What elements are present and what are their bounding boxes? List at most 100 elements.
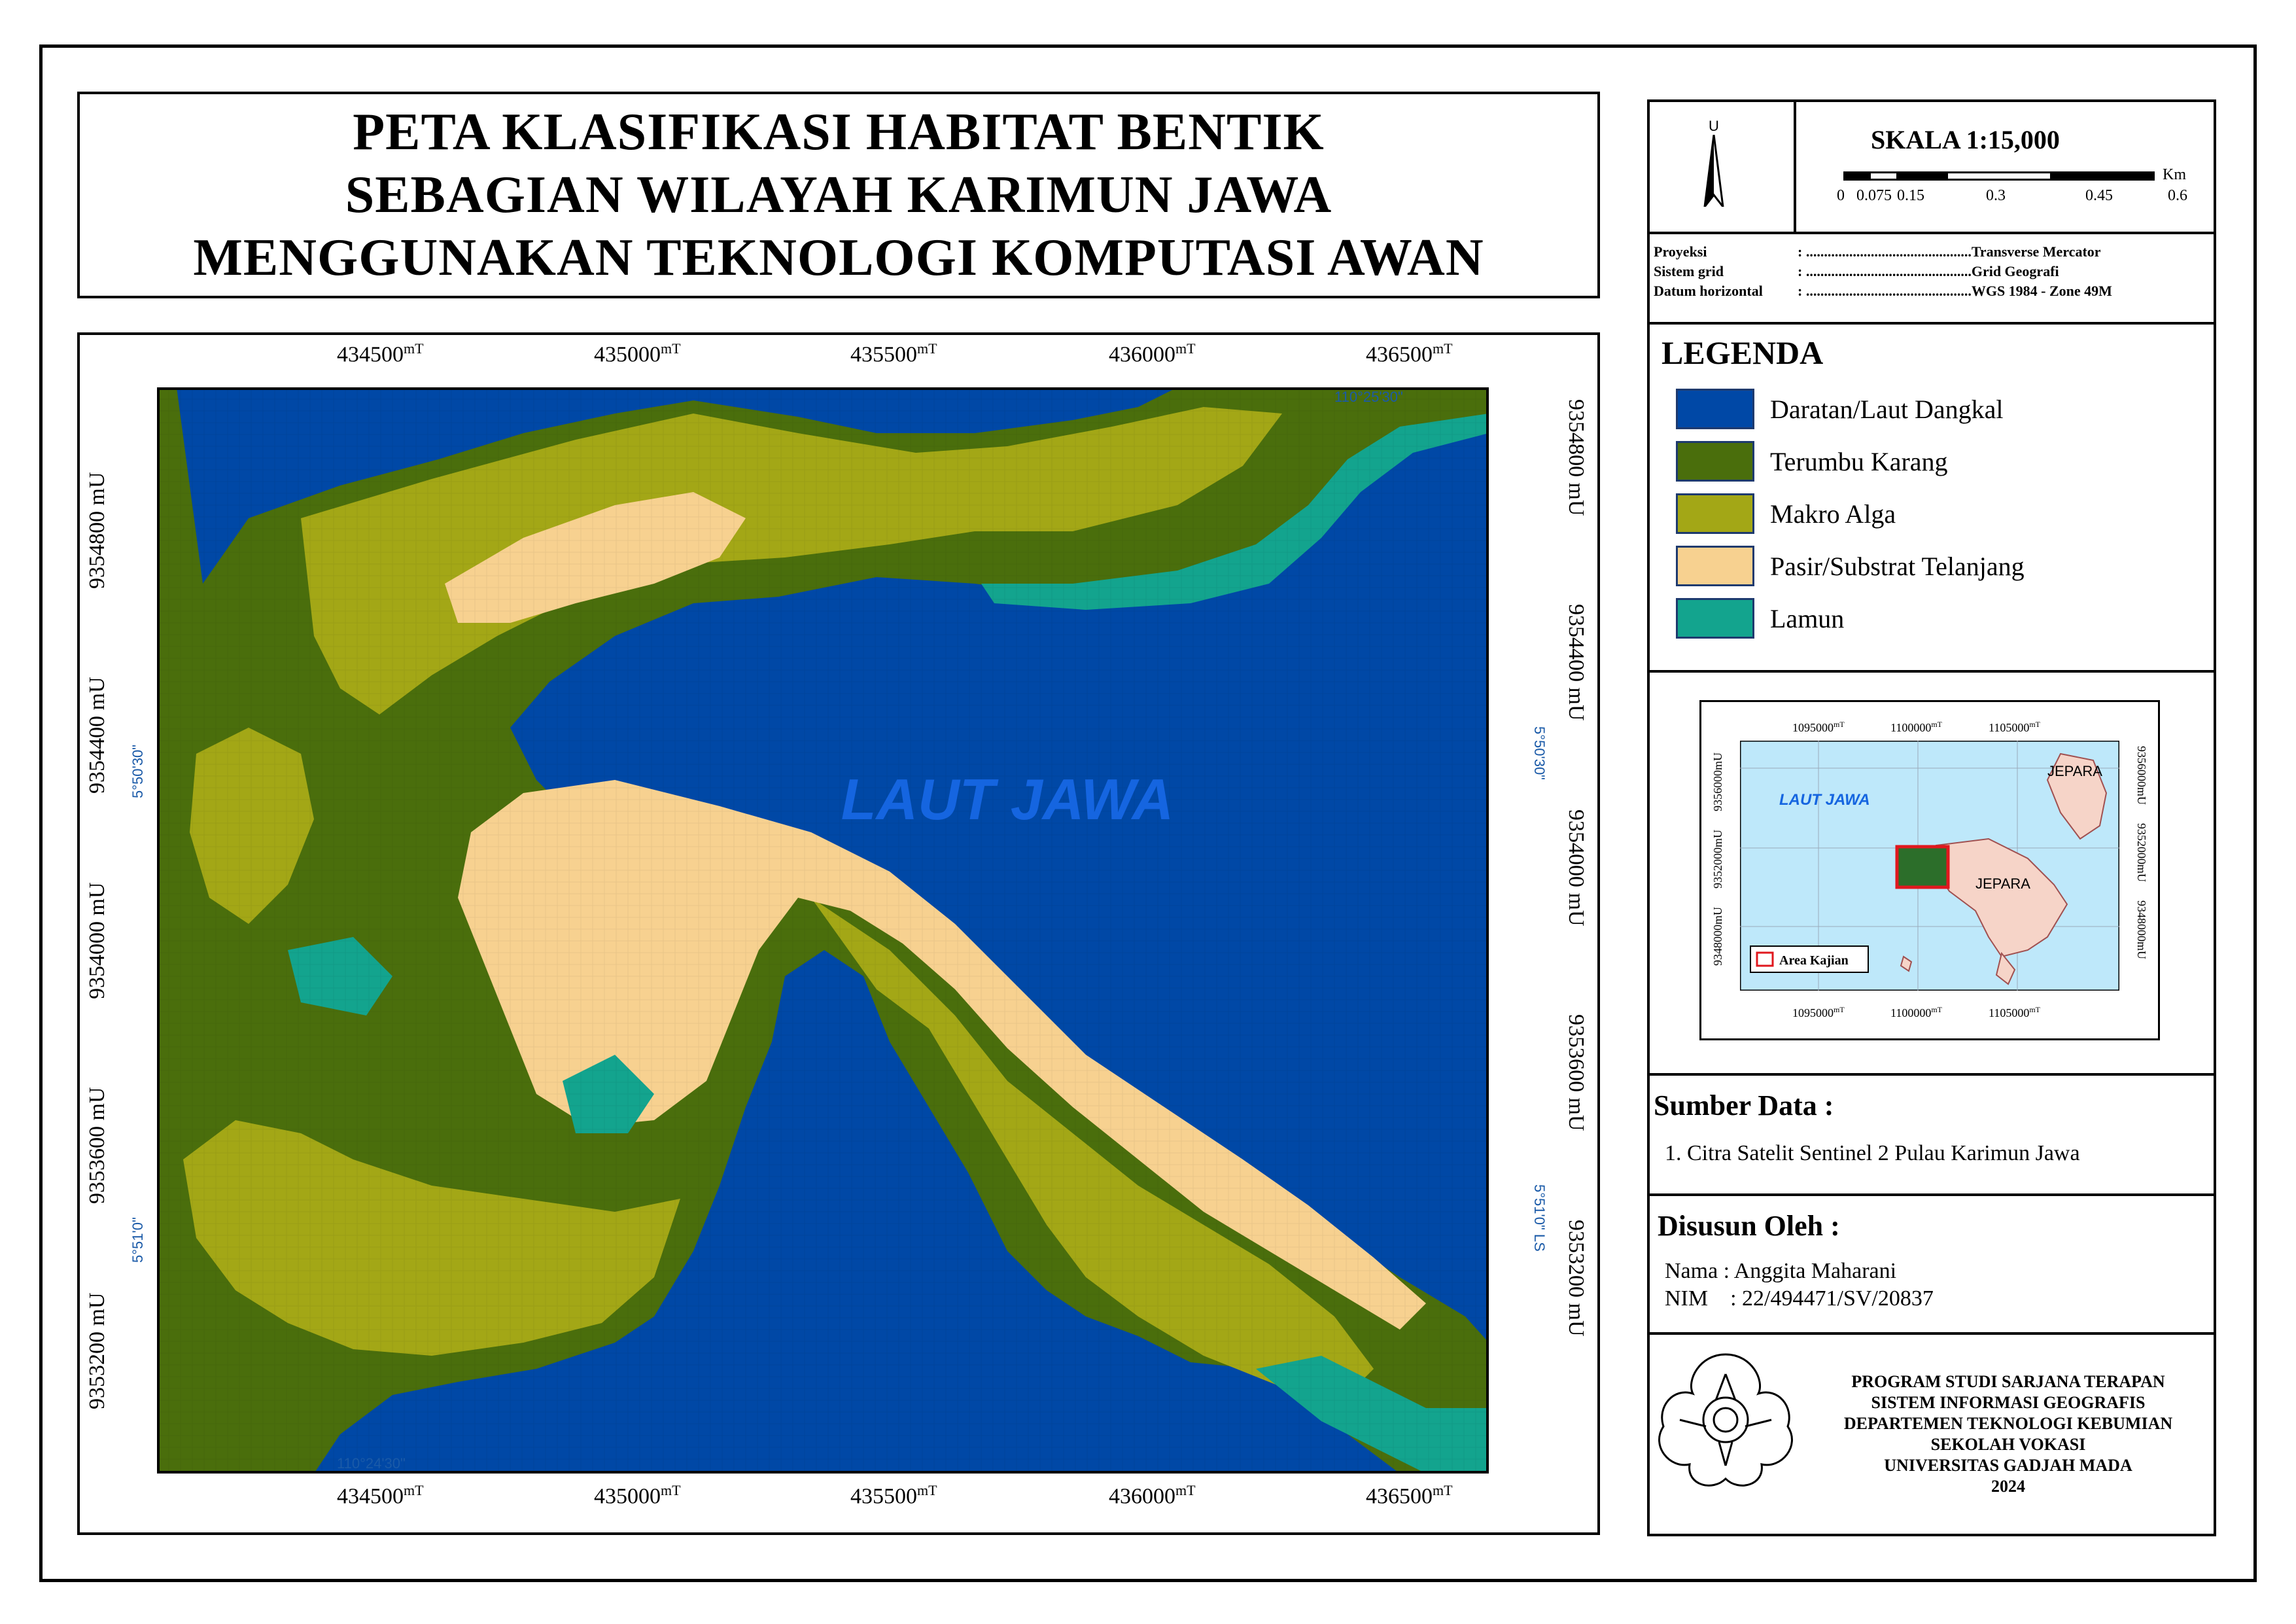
inset-y-tick-left: 9352000mU xyxy=(1711,830,1724,889)
inset-y-tick-right: 9352000mU xyxy=(2135,823,2148,882)
inset-land xyxy=(2046,752,2108,840)
y-tick-right: 9354000 mU xyxy=(1564,809,1588,927)
legend-item: Pasir/Substrat Telanjang xyxy=(1676,546,2025,586)
legend-item: Makro Alga xyxy=(1676,493,1896,534)
sea-label: LAUT JAWA xyxy=(841,767,1174,832)
map-frame xyxy=(39,44,2257,1582)
inset-y-tick-right: 9356000mU xyxy=(2135,746,2148,805)
y-tick-right: 9354400 mU xyxy=(1564,604,1588,721)
scale-tick: 0.3 xyxy=(1986,187,2006,204)
y-tick-left: 9354400 mU xyxy=(85,677,109,794)
inset-y-tick-left: 9356000mU xyxy=(1711,752,1724,811)
ugm-seal-icon xyxy=(1658,1353,1793,1487)
author-name: Nama : Anggita Maharani xyxy=(1665,1259,1897,1283)
y-tick-right: 9353200 mU xyxy=(1564,1220,1588,1337)
inset-y-tick-left: 9348000mU xyxy=(1711,907,1724,966)
x-tick-top: 436500mT xyxy=(1366,340,1453,367)
title-line-2: SEBAGIAN WILAYAH KARIMUN JAWA xyxy=(345,166,1332,224)
y-tick-right: 9353600 mU xyxy=(1564,1014,1588,1131)
inset-place-1: JEPARA xyxy=(2047,763,2102,779)
datum-label: Datum horizontal xyxy=(1654,283,1763,299)
x-tick-bottom: 435500mT xyxy=(850,1482,937,1509)
inset-land xyxy=(1900,955,1913,972)
legend-swatch xyxy=(1676,546,1754,586)
side-panel xyxy=(1647,99,2216,1536)
habitat-map: LAUT JAWA 110°25'30" 110°24'30" xyxy=(157,387,1489,1474)
pixel-grid-overlay xyxy=(157,387,1489,1474)
legend-item: Lamun xyxy=(1676,598,1844,639)
inset-map: LAUT JAWA JEPARA JEPARA Area Kajian xyxy=(1740,741,2119,991)
geo-label-right-lower: 5°51'0" LS xyxy=(1531,1184,1548,1252)
institution-line: PROGRAM STUDI SARJANA TERAPAN xyxy=(1851,1372,2165,1391)
geo-label-left-lower: 5°51'0" xyxy=(130,1217,146,1263)
legend-swatch xyxy=(1676,389,1754,429)
inset-x-tick-bottom: 1095000mT xyxy=(1792,1005,1845,1019)
inset-place-2: JEPARA xyxy=(1975,875,2030,892)
scale-bar xyxy=(1843,171,2155,181)
geo-label-bottom: 110°24'30" xyxy=(337,1455,406,1472)
inset-x-tick-top: 1105000mT xyxy=(1989,720,2041,734)
institution-line: SEKOLAH VOKASI xyxy=(1930,1435,2086,1454)
inset-x-tick-bottom: 1100000mT xyxy=(1890,1005,1943,1019)
study-area-box xyxy=(1895,845,1950,889)
y-tick-left: 9353200 mU xyxy=(85,1292,109,1410)
north-label: U xyxy=(1709,118,1719,134)
institution-line: SISTEM INFORMASI GEOGRAFIS xyxy=(1871,1393,2146,1412)
legend-item: Terumbu Karang xyxy=(1676,441,1948,482)
inset-x-tick-top: 1095000mT xyxy=(1792,720,1845,734)
north-arrow-icon: U xyxy=(1694,118,1733,216)
y-tick-left: 9354000 mU xyxy=(85,882,109,1000)
geo-label-top: 110°25'30" xyxy=(1334,389,1403,405)
scale-tick: 0.15 xyxy=(1897,187,1924,204)
projection-value: Transverse Mercator xyxy=(1971,243,2101,260)
map-neatline xyxy=(157,387,1489,1474)
geo-label-right-upper: 5°50'30" xyxy=(1531,726,1548,780)
inset-x-tick-bottom: 1105000mT xyxy=(1989,1005,2041,1019)
geo-label-left-upper: 5°50'30" xyxy=(130,745,146,798)
inset-sea-label: LAUT JAWA xyxy=(1779,791,1870,809)
legend-item: Daratan/Laut Dangkal xyxy=(1676,389,2004,429)
institution-line: UNIVERSITAS GADJAH MADA xyxy=(1884,1456,2132,1475)
author-title: Disusun Oleh : xyxy=(1658,1210,1840,1242)
main-map-box xyxy=(77,332,1600,1535)
scale-ticks: 0 0.075 0.15 0.3 0.45 0.6 xyxy=(1837,187,2187,207)
datum-value: WGS 1984 - Zone 49M xyxy=(1971,283,2112,299)
title-line-3: MENGGUNAKAN TEKNOLOGI KOMPUTASI AWAN xyxy=(193,229,1484,287)
source-title: Sumber Data : xyxy=(1654,1089,1834,1121)
x-tick-top: 434500mT xyxy=(337,340,424,367)
y-tick-left: 9354800 mU xyxy=(85,472,109,590)
institution-line: 2024 xyxy=(1991,1477,2025,1496)
x-tick-bottom: 435000mT xyxy=(594,1482,681,1509)
legend-swatch xyxy=(1676,493,1754,534)
legend-swatch xyxy=(1676,441,1754,482)
projection-label: Proyeksi xyxy=(1654,243,1707,260)
x-tick-top: 435000mT xyxy=(594,340,681,367)
legend-title: LEGENDA xyxy=(1661,334,1824,371)
x-tick-bottom: 436000mT xyxy=(1109,1482,1196,1509)
x-tick-top: 435500mT xyxy=(850,340,937,367)
scale-unit: Km xyxy=(2163,166,2186,183)
source-item: 1. Citra Satelit Sentinel 2 Pulau Karimu… xyxy=(1665,1141,2080,1165)
title-line-1: PETA KLASIFIKASI HABITAT BENTIK xyxy=(353,103,1325,161)
scale-title: SKALA 1:15,000 xyxy=(1871,125,2060,154)
y-tick-left: 9353600 mU xyxy=(85,1087,109,1205)
inset-legend-swatch xyxy=(1756,951,1774,967)
title-box: PETA KLASIFIKASI HABITAT BENTIK SEBAGIAN… xyxy=(77,92,1600,298)
legend-swatch xyxy=(1676,598,1754,639)
y-tick-right: 9354800 mU xyxy=(1564,399,1588,516)
inset-x-tick-top: 1100000mT xyxy=(1890,720,1943,734)
scale-tick: 0.45 xyxy=(2085,187,2113,204)
x-tick-bottom: 436500mT xyxy=(1366,1482,1453,1509)
inset-land xyxy=(1995,951,2016,985)
x-tick-bottom: 434500mT xyxy=(337,1482,424,1509)
scale-tick: 0.6 xyxy=(2168,187,2187,204)
scale-tick: 0.075 xyxy=(1856,187,1892,204)
institution-line: DEPARTEMEN TEKNOLOGI KEBUMIAN xyxy=(1843,1414,2173,1433)
grid-label: Sistem grid xyxy=(1654,263,1724,279)
inset-map-frame xyxy=(1699,700,2160,1040)
institution-block: PROGRAM STUDI SARJANA TERAPAN SISTEM INF… xyxy=(1805,1371,2211,1497)
x-tick-top: 436000mT xyxy=(1109,340,1196,367)
inset-legend-label: Area Kajian xyxy=(1779,953,1849,968)
inset-y-tick-right: 9348000mU xyxy=(2135,900,2148,959)
scale-tick: 0 xyxy=(1837,187,1845,204)
